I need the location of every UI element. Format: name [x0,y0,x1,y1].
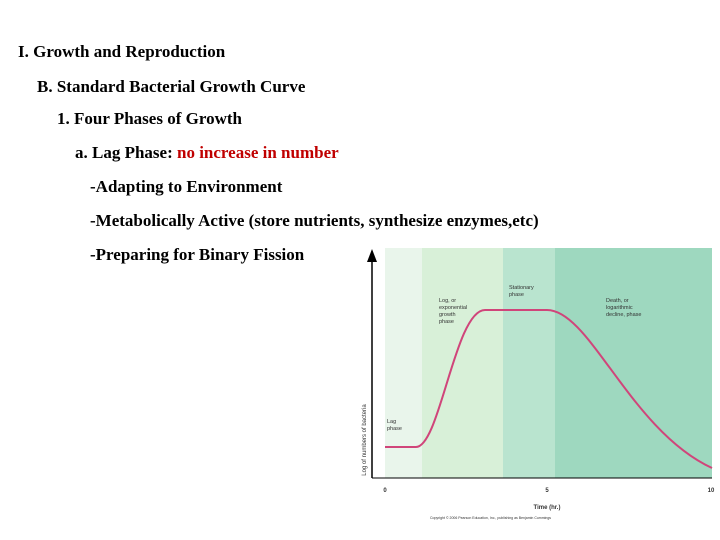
bullet: -Metabolically Active (store nutrients, … [90,211,539,230]
subheading: 1. Four Phases of Growth [57,109,242,128]
x-tick-label: 0 [383,488,387,494]
x-axis-label: Time (hr.) [534,505,561,511]
stationary-band [503,248,555,478]
growth-curve [385,309,713,469]
log-band [422,248,503,478]
phase-label: phase [387,426,402,432]
item-label: a. Lag Phase: [75,143,173,162]
phase-label: phase [439,319,454,325]
heading: I. Growth and Reproduction [18,42,226,61]
phase-label: Stationary [509,285,534,291]
copyright: Copyright © 2006 Pearson Education, Inc.… [430,516,551,520]
phase-label: phase [509,292,524,298]
phase-label: exponential [439,305,467,311]
y-axis-label: Log of numbers of bacteria [362,404,368,476]
phase-label: logarithmic [606,305,633,311]
phase-label: growth [439,312,456,318]
lag-band [385,248,422,478]
item-highlight: no increase in number [177,143,339,162]
death-band [555,248,712,478]
subheading: B. Standard Bacterial Growth Curve [37,77,306,96]
phase-label: Log, or [439,298,456,304]
x-tick-label: 10 [708,488,715,494]
phase-label: Lag [387,419,396,425]
phase-label: decline, phase [606,312,641,318]
bullet: -Preparing for Binary Fission [90,245,305,264]
axis-arrow [367,249,377,262]
bullet: -Adapting to Environment [90,177,283,196]
phase-label: Death, or [606,298,629,304]
item: a. Lag Phase: no increase in number [75,143,339,163]
x-tick-label: 5 [545,488,549,494]
